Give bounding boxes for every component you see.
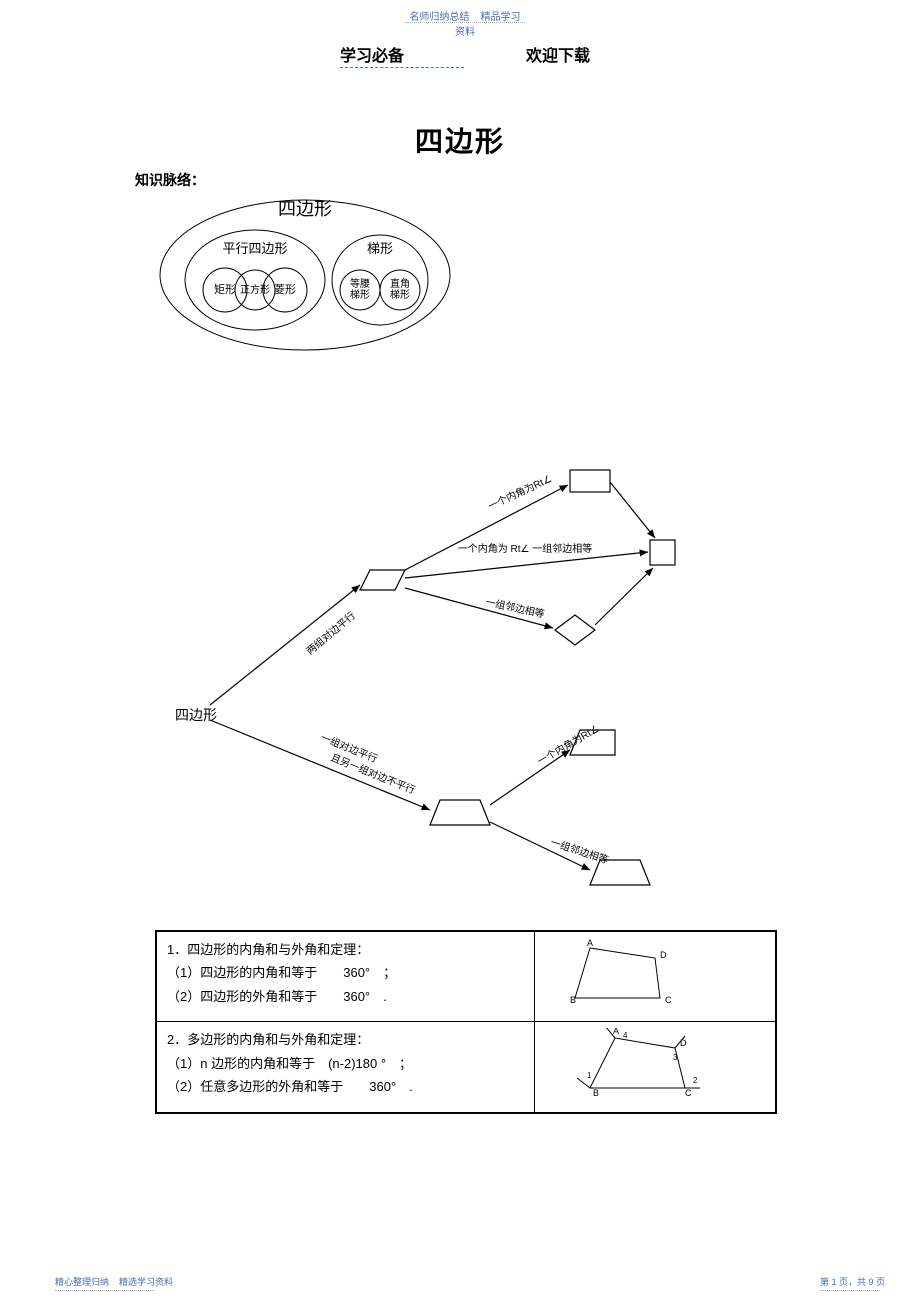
cell-text: 1．四边形的内角和与外角和定理： （1）四边形的内角和等于 360° ； （2）… (157, 932, 535, 1022)
page-title: 四边形 (0, 120, 920, 160)
table-row: 2．多边形的内角和与外角和定理： （1）n 边形的内角和等于 (n-2)180 … (157, 1022, 776, 1112)
venn-diagram: 四边形 平行四边形 矩形 正方形 菱形 梯形 等腰 梯形 直角 梯形 (155, 185, 455, 355)
row1-title: 1．四边形的内角和与外角和定理： (167, 938, 524, 961)
row2-line2: （2）任意多边形的外角和等于 360° . (167, 1075, 524, 1098)
footer-left: 精心整理归纳 精选学习资料 (55, 1275, 173, 1291)
footer-right: 第 1 页，共 9 页 (820, 1275, 885, 1291)
cell-fig: A B C D (535, 932, 776, 1022)
row1-line2: （2）四边形的外角和等于 360° . (167, 985, 524, 1008)
venn-g2-1a: 直角 (390, 277, 410, 290)
svg-text:1: 1 (587, 1071, 592, 1080)
footer-left-a: 精心整理归纳 (55, 1277, 109, 1287)
flow-diagram: 四边形 两组对边平行 一个内角为Rt∠ 一个内角为 Rt∠ 一组邻边相等 一组邻… (155, 430, 755, 920)
svg-text:A: A (587, 938, 593, 948)
cell-fig: A B C D 1 2 3 4 (535, 1022, 776, 1112)
edge-6: 一组邻边相等 (549, 835, 610, 866)
venn-g2-0a: 等腰 (350, 277, 370, 290)
svg-text:3: 3 (673, 1053, 678, 1062)
svg-text:A: A (613, 1028, 619, 1036)
svg-text:B: B (593, 1088, 599, 1098)
svg-text:2: 2 (693, 1076, 698, 1085)
venn-g1-2: 菱形 (274, 283, 296, 296)
row2-line1: （1）n 边形的内角和等于 (n-2)180 ° ； (167, 1052, 524, 1075)
svg-text:B: B (570, 995, 576, 1005)
venn-g2-1b: 梯形 (390, 288, 410, 301)
bar-right: 欢迎下载 (526, 42, 590, 68)
edge-0: 两组对边平行 (304, 609, 358, 658)
row2-title: 2．多边形的内角和与外角和定理： (167, 1028, 524, 1051)
footer-left-b: 精选学习资料 (119, 1277, 173, 1287)
top-dots (405, 22, 525, 23)
venn-g1: 平行四边形 (222, 241, 287, 256)
row1-line1: （1）四边形的内角和等于 360° ； (167, 961, 524, 984)
header-bar: 学习必备 欢迎下载 (340, 42, 590, 68)
edge-1: 一个内角为Rt∠ (486, 472, 554, 513)
svg-text:C: C (685, 1088, 692, 1098)
table-row: 1．四边形的内角和与外角和定理： （1）四边形的内角和等于 360° ； （2）… (157, 932, 776, 1022)
edge-5: 一个内角为Rt∠ (535, 722, 601, 768)
footer-dots-right (820, 1290, 880, 1291)
svg-text:D: D (680, 1038, 687, 1048)
edge-2: 一个内角为 Rt∠ 一组邻边相等 (458, 542, 593, 555)
bar-left: 学习必备 (340, 42, 464, 68)
svg-text:4: 4 (623, 1031, 628, 1040)
venn-g1-1: 正方形 (240, 283, 270, 296)
cell-text: 2．多边形的内角和与外角和定理： （1）n 边形的内角和等于 (n-2)180 … (157, 1022, 535, 1112)
footer-dots-left (55, 1290, 155, 1291)
venn-outer: 四边形 (278, 199, 332, 219)
edge-3: 一组邻边相等 (484, 595, 545, 620)
venn-g1-0: 矩形 (214, 283, 236, 296)
top-note: 名师归纳总结 精品学习资料 (405, 8, 525, 38)
venn-g2: 梯形 (367, 241, 393, 256)
svg-text:D: D (660, 950, 667, 960)
footer-page: 第 1 页，共 9 页 (820, 1277, 885, 1287)
venn-g2-0b: 梯形 (350, 288, 370, 301)
theorem-table: 1．四边形的内角和与外角和定理： （1）四边形的内角和等于 360° ； （2）… (155, 930, 777, 1114)
svg-text:C: C (665, 995, 672, 1005)
